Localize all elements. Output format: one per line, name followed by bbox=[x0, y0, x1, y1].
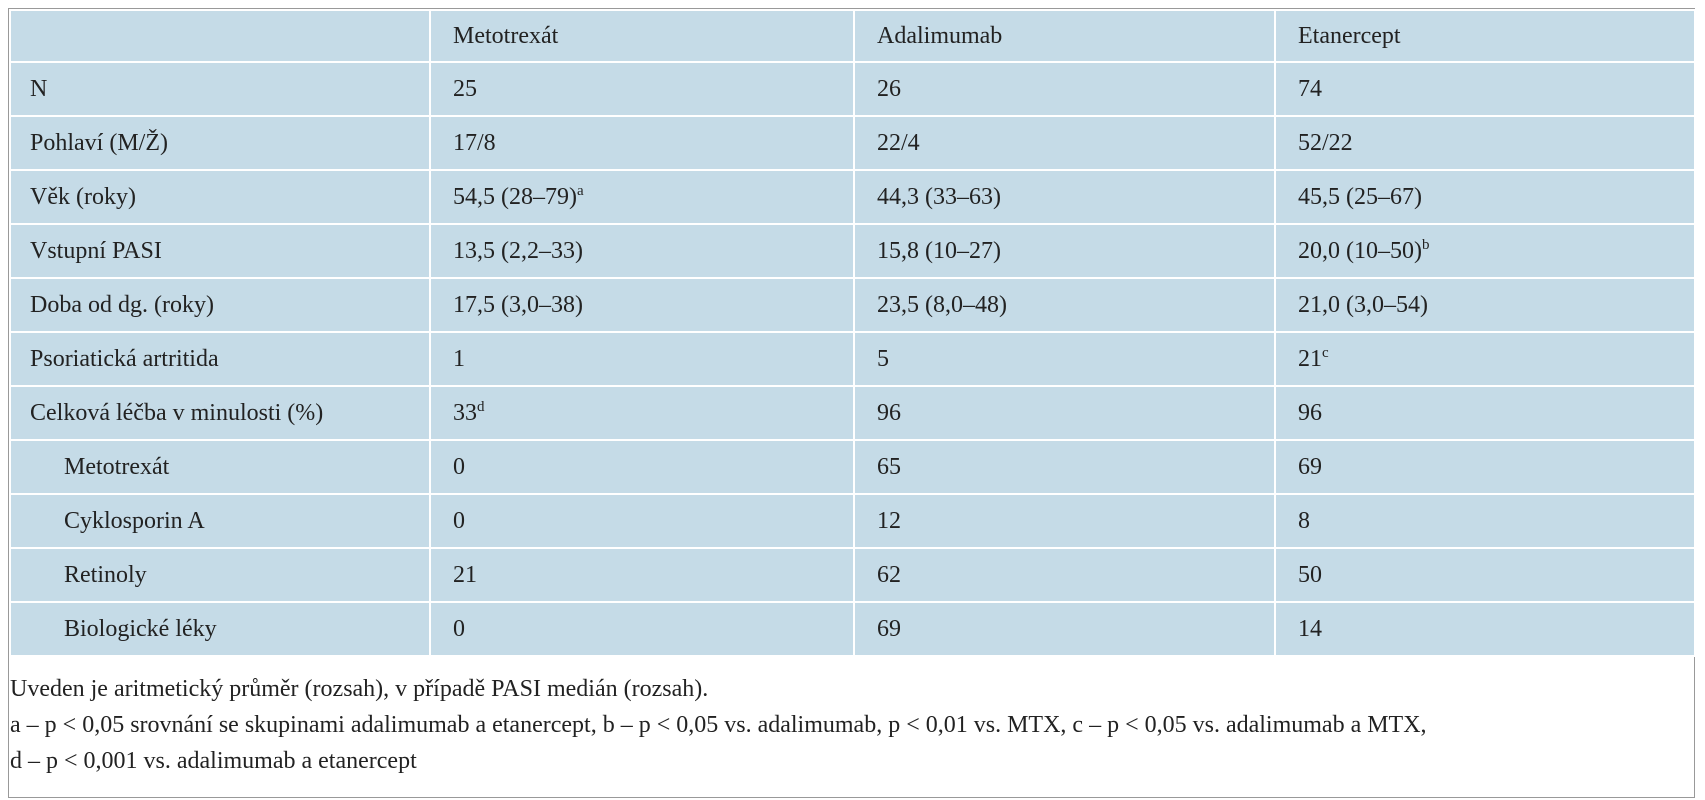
row-label: N bbox=[9, 61, 431, 117]
table-row: N 25 26 74 bbox=[9, 61, 1696, 117]
cell-text: 54,5 (28–79) bbox=[453, 183, 577, 210]
table-cell: 45,5 (25–67) bbox=[1274, 169, 1696, 225]
table-cell: 21,0 (3,0–54) bbox=[1274, 277, 1696, 333]
row-label: Retinoly bbox=[9, 547, 431, 603]
footnotes: Uveden je aritmetický průměr (rozsah), v… bbox=[9, 657, 1694, 779]
row-label: Pohlaví (M/Ž) bbox=[9, 115, 431, 171]
table-cell: 69 bbox=[1274, 439, 1696, 495]
table-cell: 52/22 bbox=[1274, 115, 1696, 171]
table-cell: 21 bbox=[429, 547, 855, 603]
table-cell: 25 bbox=[429, 61, 855, 117]
row-label: Biologické léky bbox=[9, 601, 431, 657]
table-cell: 17/8 bbox=[429, 115, 855, 171]
cell-text: 33 bbox=[453, 399, 477, 426]
row-label: Věk (roky) bbox=[9, 169, 431, 225]
table-row: Metotrexát 0 65 69 bbox=[9, 439, 1696, 495]
row-label: Celková léčba v minulosti (%) bbox=[9, 385, 431, 441]
row-label: Metotrexát bbox=[9, 439, 431, 495]
table-cell: 74 bbox=[1274, 61, 1696, 117]
data-table: Metotrexát Adalimumab Etanercept N 25 26 74 Po… bbox=[9, 9, 1696, 657]
footnote-mark: d bbox=[477, 398, 485, 415]
table-cell: 0 bbox=[429, 601, 855, 657]
row-label: Cyklosporin A bbox=[9, 493, 431, 549]
footnote-line: d – p < 0,001 vs. adalimumab a etanercep… bbox=[10, 748, 417, 774]
table-frame: Metotrexát Adalimumab Etanercept N 25 26 74 Po… bbox=[8, 8, 1696, 798]
table-cell: 96 bbox=[1274, 385, 1696, 441]
table-cell: 20,0 (10–50)b bbox=[1274, 223, 1696, 279]
table-cell: 65 bbox=[853, 439, 1276, 495]
table-cell: 23,5 (8,0–48) bbox=[853, 277, 1276, 333]
header-cell bbox=[9, 9, 431, 63]
row-label: Psoriatická artritida bbox=[9, 331, 431, 387]
table-cell: 14 bbox=[1274, 601, 1696, 657]
table-cell: 44,3 (33–63) bbox=[853, 169, 1276, 225]
table-row: Věk (roky) 54,5 (28–79)a 44,3 (33–63) 45,5 … bbox=[9, 169, 1696, 225]
table-cell: 17,5 (3,0–38) bbox=[429, 277, 855, 333]
table-row: Doba od dg. (roky) 17,5 (3,0–38) 23,5 (8,0… bbox=[9, 277, 1696, 333]
cell-text: 20,0 (10–50) bbox=[1298, 237, 1422, 264]
table-cell: 15,8 (10–27) bbox=[853, 223, 1276, 279]
footnote-line: a – p < 0,05 srovnání se skupinami adali… bbox=[10, 712, 1427, 738]
table-cell: 33d bbox=[429, 385, 855, 441]
table-row: Cyklosporin A 0 12 8 bbox=[9, 493, 1696, 549]
table-cell: 69 bbox=[853, 601, 1276, 657]
header-cell: Adalimumab bbox=[853, 9, 1276, 63]
header-cell: Etanercept bbox=[1274, 9, 1696, 63]
footnote-mark: c bbox=[1322, 344, 1329, 361]
table-row: Psoriatická artritida 1 5 21c bbox=[9, 331, 1696, 387]
table-header: Metotrexát Adalimumab Etanercept bbox=[9, 9, 1696, 63]
footnote-mark: a bbox=[576, 182, 584, 199]
table-cell: 96 bbox=[853, 385, 1276, 441]
table-cell: 54,5 (28–79)a bbox=[429, 169, 855, 225]
table-cell: 21c bbox=[1274, 331, 1696, 387]
table-row: Retinoly 21 62 50 bbox=[9, 547, 1696, 603]
table-cell: 50 bbox=[1274, 547, 1696, 603]
table-body: N 25 26 74 Pohlaví (M/Ž) 17/8 22/4 52/22 Věk (ro… bbox=[9, 61, 1696, 657]
table-cell: 22/4 bbox=[853, 115, 1276, 171]
table-cell: 0 bbox=[429, 439, 855, 495]
row-label: Doba od dg. (roky) bbox=[9, 277, 431, 333]
table-cell: 13,5 (2,2–33) bbox=[429, 223, 855, 279]
table-row: Celková léčba v minulosti (%) 33d 96 96 bbox=[9, 385, 1696, 441]
footnote-line: Uveden je aritmetický průměr (rozsah), v… bbox=[10, 676, 709, 702]
table-row: Vstupní PASI 13,5 (2,2–33) 15,8 (10–27) 20,… bbox=[9, 223, 1696, 279]
table-cell: 5 bbox=[853, 331, 1276, 387]
table-cell: 8 bbox=[1274, 493, 1696, 549]
table-cell: 1 bbox=[429, 331, 855, 387]
cell-text: 21 bbox=[1298, 345, 1322, 372]
table-row: Pohlaví (M/Ž) 17/8 22/4 52/22 bbox=[9, 115, 1696, 171]
row-label: Vstupní PASI bbox=[9, 223, 431, 279]
table-cell: 62 bbox=[853, 547, 1276, 603]
header-cell: Metotrexát bbox=[429, 9, 855, 63]
header-row: Metotrexát Adalimumab Etanercept bbox=[9, 9, 1696, 63]
table-cell: 12 bbox=[853, 493, 1276, 549]
table-cell: 0 bbox=[429, 493, 855, 549]
table-cell: 26 bbox=[853, 61, 1276, 117]
footnote-mark: b bbox=[1421, 236, 1430, 253]
table-row: Biologické léky 0 69 14 bbox=[9, 601, 1696, 657]
